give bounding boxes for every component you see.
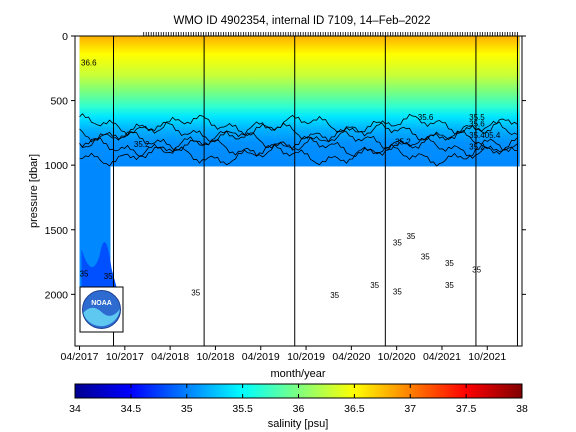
y-tick-label: 500 [50,96,68,108]
x-tick-label: 04/2020 [332,351,370,363]
isoline-35.3 [79,135,518,159]
colorbar-tick-label: 36.5 [344,403,365,415]
x-tick-label: 10/2021 [468,351,506,363]
x-axis: 04/2017 10/2017 04/2018 10/2018 04/2019 10/20… [61,346,506,363]
contour-label: 35.405.4 [469,131,501,140]
contour-label: 35 [406,232,415,241]
isoline-35.5 [79,120,518,143]
contour-label: 35 [445,259,454,268]
noaa-logo: NOAA [79,286,124,333]
noaa-logo-text: NOAA [91,300,112,307]
colorbar-tick-label: 35 [181,403,193,415]
y-axis: 0 500 1000 1500 2000 [45,31,526,301]
y-tick-label: 0 [62,31,68,43]
colorbar-tick-label: 37.5 [456,403,477,415]
x-tick-label: 04/2017 [61,351,99,363]
x-tick-label: 10/2017 [106,351,144,363]
contour-label: 35 [330,291,339,300]
chart-title: WMO ID 4902354, internal ID 7109, 14–Feb… [174,15,431,27]
colorbar-tick-label: 36 [293,403,305,415]
contour-label: 35 [80,269,89,278]
contour-label: 35.2 [395,138,411,147]
x-tick-label: 10/2018 [196,351,234,363]
colorbar-tick-label: 35.5 [232,403,253,415]
plot-area [79,36,520,299]
x-tick-label: 10/2019 [287,351,325,363]
isoline-35.2 [79,143,518,167]
colorbar-ticks: 34 34.5 35 35.5 36 36.5 37 37.5 38 [69,384,528,415]
contour-label: 35.5 [469,113,485,122]
colorbar: 34 34.5 35 35.5 36 36.5 37 37.5 38 salinity [psu… [69,383,528,430]
isolines [79,113,518,167]
plot-frame [74,35,523,347]
y-tick-label: 1500 [45,225,69,237]
contour-labels: 36.635.235.635.235.535.635.405.435.235 35… [80,59,501,301]
x-tick-label: 04/2019 [242,351,280,363]
contour-label: 35 [393,238,402,247]
colorbar-tick-label: 34.5 [121,403,142,415]
x-tick-label: 04/2021 [423,351,461,363]
isoline-35.6 [79,113,518,137]
contour-label: 35.2 [134,140,150,149]
contour-label: 36.6 [81,59,97,68]
x-axis-label: month/year [270,368,325,380]
contour-label: 35 [104,272,113,281]
colorbar-tick-label: 37 [404,403,416,415]
contour-label: 35.6 [469,119,485,128]
colorbar-tick-label: 38 [516,403,528,415]
deep-salinity-patch [81,242,120,299]
colorbar-tick-label: 34 [69,403,81,415]
contour-label: 35 [445,281,454,290]
x-tick-label: 04/2018 [151,351,189,363]
y-tick-label: 1000 [45,160,69,172]
isoline-35.4 [79,129,518,153]
x-tick-label: 10/2020 [378,351,416,363]
colorbar-label: salinity [psu] [268,418,329,430]
contour-label: 35.6 [418,113,434,122]
contour-label: 35 [393,287,402,296]
contour-label: 35 [191,289,200,298]
y-tick-label: 2000 [45,289,69,301]
contour-label: 35 [472,265,481,274]
contour-label: 35 [421,252,430,261]
y-axis-label: pressure [dbar] [28,154,40,228]
contour-label: 35.2 [469,143,485,152]
profile-ticks-top [143,32,518,36]
contour-label: 35 [370,281,379,290]
